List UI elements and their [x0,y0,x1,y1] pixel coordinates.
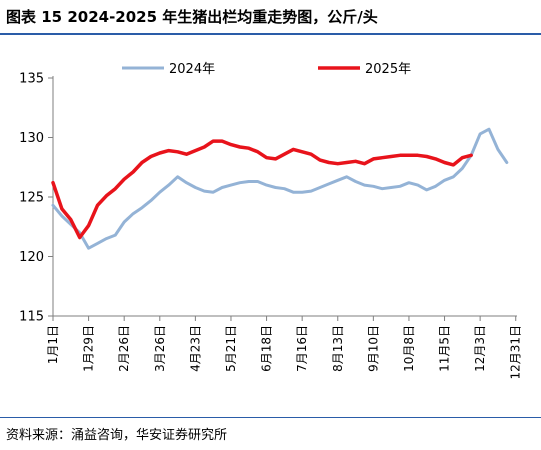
chart-title: 图表 15 2024-2025 年生猪出栏均重走势图，公斤/头 [6,8,378,26]
y-tick-label: 125 [19,191,44,206]
x-tick-label: 3月26日 [153,325,167,372]
x-tick-label: 12月31日 [509,325,523,380]
legend-label-2025年: 2025年 [365,62,411,77]
chart-legend: 2024年 2025年 [122,62,411,77]
y-tick-label: 115 [19,310,44,325]
x-tick-label: 12月3日 [473,325,487,372]
x-tick-label: 6月18日 [260,325,274,372]
x-tick-label: 11月5日 [438,325,452,372]
x-tick-label: 8月13日 [331,325,345,372]
legend-label-2024年: 2024年 [169,62,215,77]
y-tick-label: 120 [19,250,44,265]
x-tick-label: 1月1日 [46,325,60,364]
x-tick-label: 5月21日 [224,325,238,372]
source-note: 资料来源：涌益咨询，华安证券研究所 [6,428,228,443]
x-tick-label: 9月10日 [366,325,380,372]
x-tick-label: 7月16日 [295,325,309,372]
y-tick-label: 130 [19,131,44,146]
y-tick-label: 135 [19,72,44,87]
x-tick-label: 4月23日 [188,325,202,372]
series-layer [51,127,509,250]
title-rule [0,33,541,35]
x-tick-label: 1月29日 [82,325,96,372]
source-rule [0,417,541,418]
series-line-2025年 [51,139,473,240]
series-line-2024年 [51,127,509,250]
x-tick-label: 10月8日 [402,325,416,372]
x-tick-label: 2月26日 [117,325,131,372]
chart-axes: 115 120 125 130 135 1月1日 1月29日 2月26日 3月26日 4月23日 5… [19,72,523,380]
